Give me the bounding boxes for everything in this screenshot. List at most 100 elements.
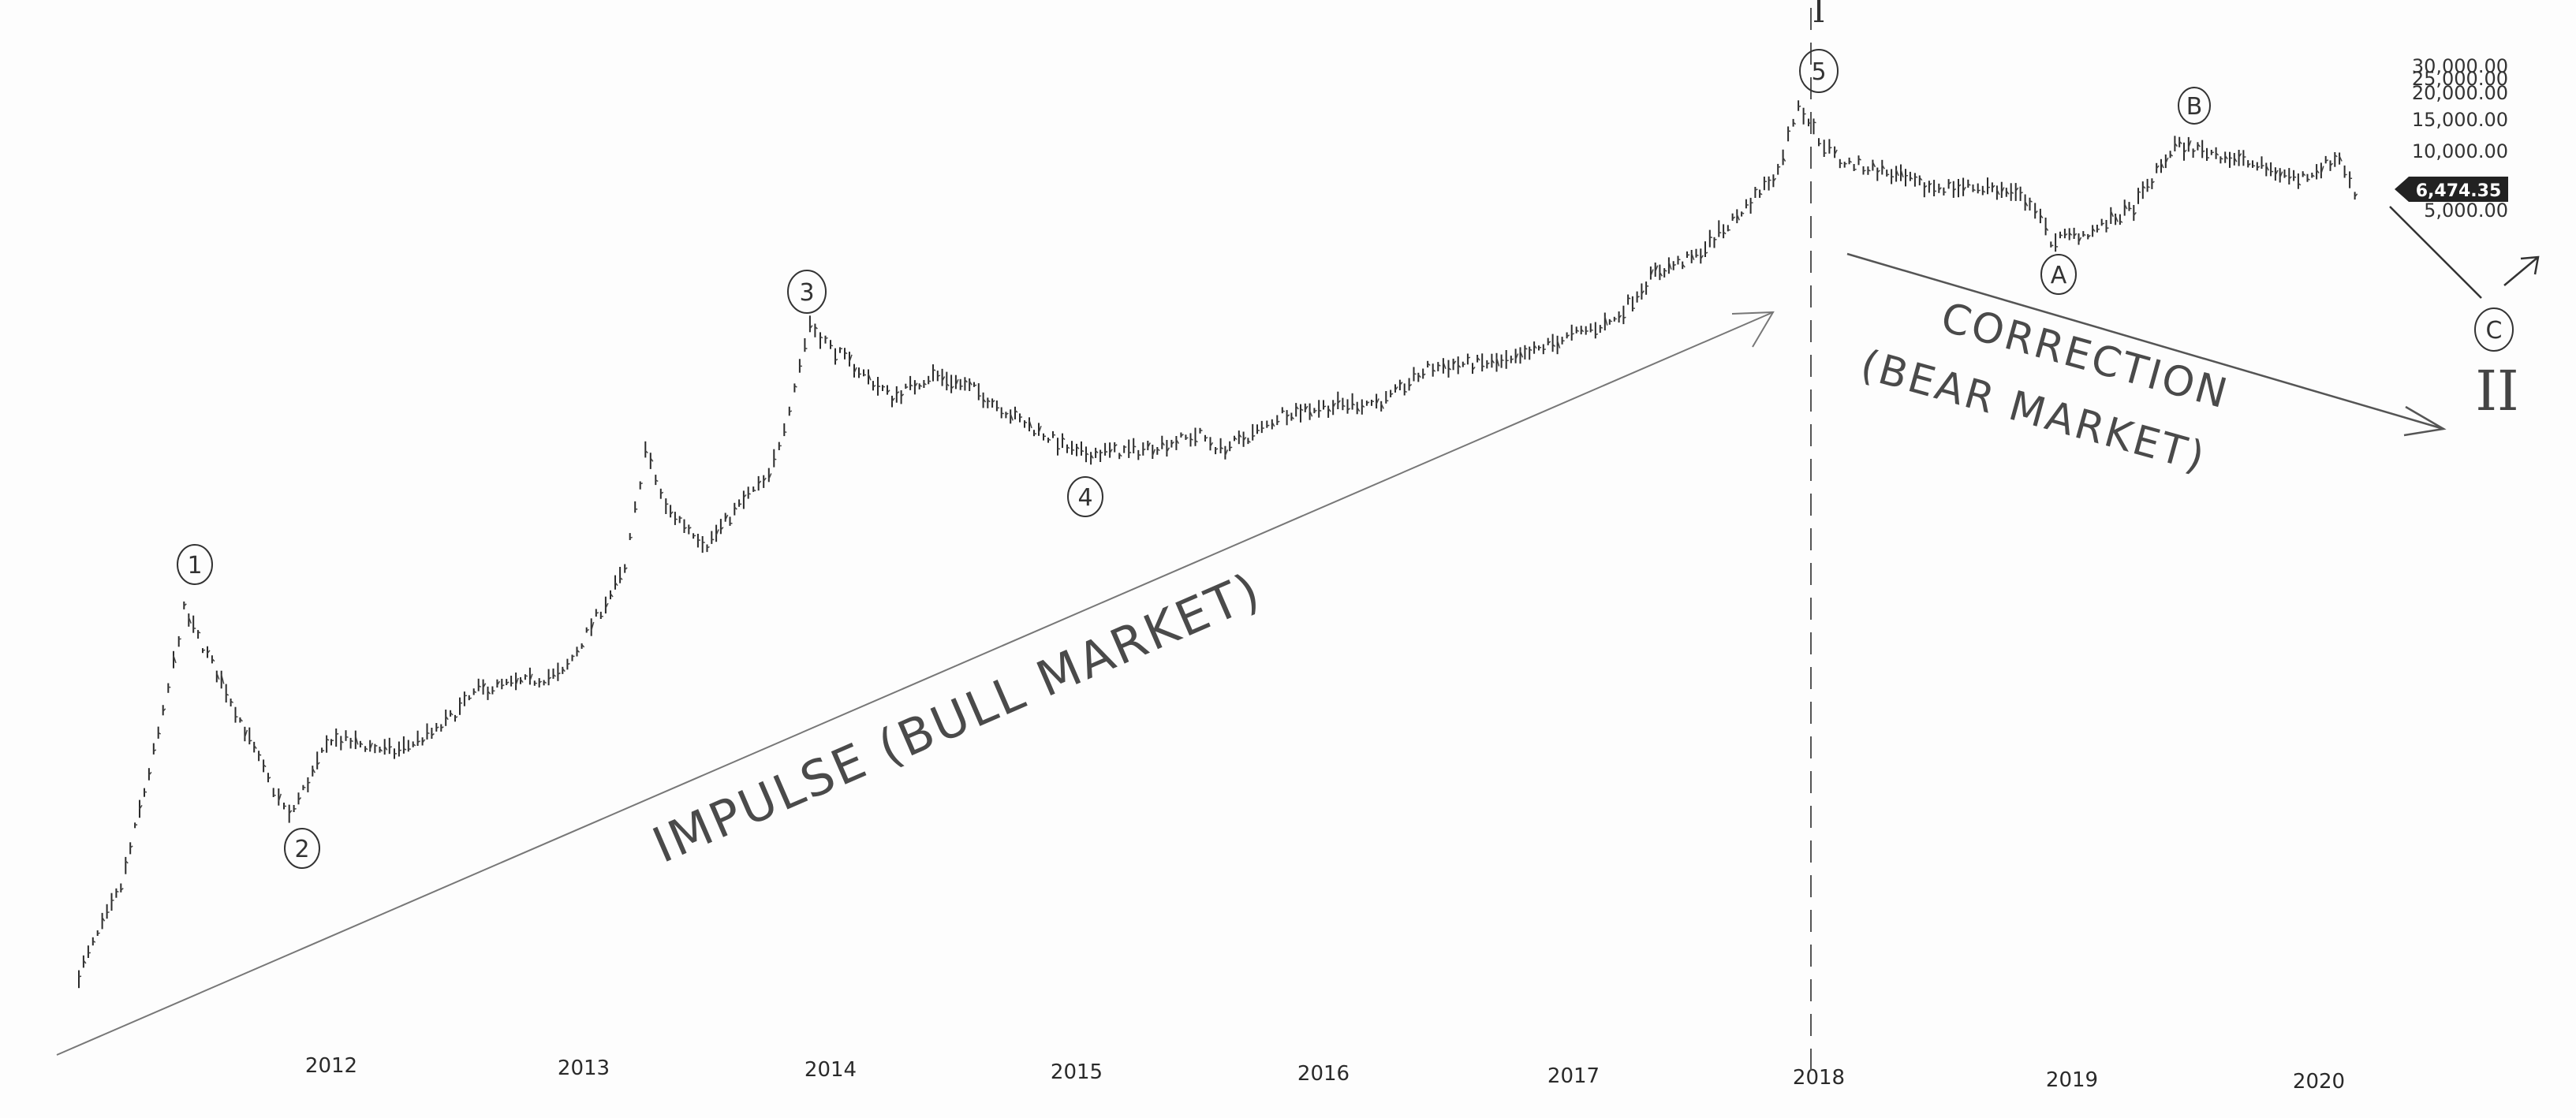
price-bar-tick <box>2024 200 2029 207</box>
price-bar-tick <box>1829 147 1832 149</box>
price-bar-tick <box>1277 420 1280 423</box>
price-bar-tick <box>158 732 162 735</box>
price-bar-tick <box>548 676 552 680</box>
price-bar-tick <box>1482 365 1485 367</box>
price-bar-tick <box>2165 157 2169 164</box>
price-bar-tick <box>2015 187 2019 192</box>
price-bar-tick <box>1052 434 1056 436</box>
price-bar-tick <box>1704 252 1708 255</box>
price-bar-tick <box>552 673 557 677</box>
price-bar-tick <box>1486 362 1490 365</box>
price-bar-tick <box>2069 232 2073 236</box>
price-bar-tick <box>2178 140 2182 144</box>
price-bar-tick <box>1525 347 1528 350</box>
y-tick-label: 15,000.00 <box>2412 109 2508 131</box>
price-bar-tick <box>610 593 614 598</box>
price-bar-tick <box>1314 409 1317 412</box>
price-bar-tick <box>469 697 472 699</box>
price-bar-tick <box>253 745 257 749</box>
price-bar-tick <box>97 932 100 934</box>
price-bar-tick <box>1919 177 1923 181</box>
price-bar-tick <box>932 369 936 371</box>
price-bar-tick <box>688 527 692 530</box>
price-bar-tick <box>1095 450 1099 453</box>
price-bar-tick <box>2339 155 2343 162</box>
price-bar-tick <box>1723 231 1727 235</box>
price-bar-tick <box>1839 162 1843 165</box>
price-bar-tick <box>1533 345 1537 349</box>
price-bar-tick <box>2029 200 2033 203</box>
price-bar-tick <box>655 479 659 483</box>
price-bar-tick <box>814 326 818 330</box>
x-tick-label: 2018 <box>1793 1066 1845 1090</box>
price-bar-tick <box>2197 143 2201 147</box>
price-bar-tick <box>2010 191 2014 194</box>
price-bar-tick <box>693 535 696 537</box>
price-bar-tick <box>2096 228 2100 230</box>
price-bar-tick <box>454 716 458 719</box>
forecast-arrow <box>2389 206 2540 299</box>
price-bar-tick <box>1858 158 1861 161</box>
price-bar-tick <box>868 373 872 381</box>
x-tick-label: 2014 <box>805 1058 857 1082</box>
price-bar-tick <box>1467 356 1471 360</box>
price-bar-tick <box>293 807 297 811</box>
price-bar-tick <box>379 748 383 752</box>
y-tick-label: 20,000.00 <box>2412 82 2508 104</box>
price-bar-tick <box>905 386 909 389</box>
price-bar-tick <box>1529 348 1533 351</box>
price-bar-tick <box>2279 171 2283 178</box>
price-bar-tick <box>1992 184 1995 189</box>
price-bar-tick <box>1581 329 1585 333</box>
price-bar-tick <box>1600 326 1603 329</box>
price-bar-tick <box>1472 366 1476 371</box>
price-bar-tick <box>1347 408 1350 411</box>
price-bar-tick <box>1376 398 1379 404</box>
price-bar-tick <box>819 336 823 339</box>
price-bar-tick <box>308 781 311 784</box>
price-bar-tick <box>670 511 674 515</box>
price-bar-tick <box>502 684 505 687</box>
price-bar-tick <box>435 726 439 729</box>
price-bar-tick <box>964 379 968 383</box>
wave-number: B <box>2186 93 2203 121</box>
price-bar-tick <box>487 691 491 695</box>
price-bar-tick <box>2311 174 2315 177</box>
price-bar-tick <box>1390 393 1394 396</box>
price-bar-tick <box>263 764 267 768</box>
price-bar-tick <box>340 740 344 743</box>
price-bar-tick <box>1371 400 1375 403</box>
price-bar-tick <box>220 674 225 684</box>
price-bar-tick <box>2059 234 2063 237</box>
price-bar-tick <box>2001 187 2005 193</box>
price-bar-tick <box>403 747 407 751</box>
price-bar-tick <box>2110 211 2114 218</box>
price-bar-tick <box>1968 183 1971 186</box>
price-bar-tick <box>2288 176 2292 180</box>
wave-circle <box>787 270 827 314</box>
wave-number: A <box>2051 262 2067 289</box>
price-bar-tick <box>2174 142 2178 147</box>
price-bar-tick <box>2265 165 2269 171</box>
price-bar-tick <box>1204 436 1208 439</box>
price-bar-tick <box>901 393 905 397</box>
price-bar-tick <box>1029 419 1032 429</box>
price-bar-tick <box>417 740 421 743</box>
price-bar-tick <box>1256 429 1260 431</box>
price-bar-tick <box>581 643 585 648</box>
price-bar-tick <box>2078 237 2082 243</box>
wave-label-1: 1 <box>177 544 213 585</box>
price-bar-tick <box>369 743 373 750</box>
price-bar-tick <box>1452 360 1457 366</box>
price-bar-tick <box>1318 409 1322 412</box>
price-bar-tick <box>1133 445 1137 448</box>
price-bar-tick <box>1868 169 1871 172</box>
price-bar-tick <box>2302 173 2306 177</box>
correction-arrow <box>1846 252 2447 437</box>
price-bar-tick <box>1175 439 1180 444</box>
price-bar-tick <box>2142 185 2146 189</box>
price-bar-tick <box>336 732 339 736</box>
price-bar-tick <box>605 602 609 609</box>
price-bar-tick <box>1895 169 1899 177</box>
